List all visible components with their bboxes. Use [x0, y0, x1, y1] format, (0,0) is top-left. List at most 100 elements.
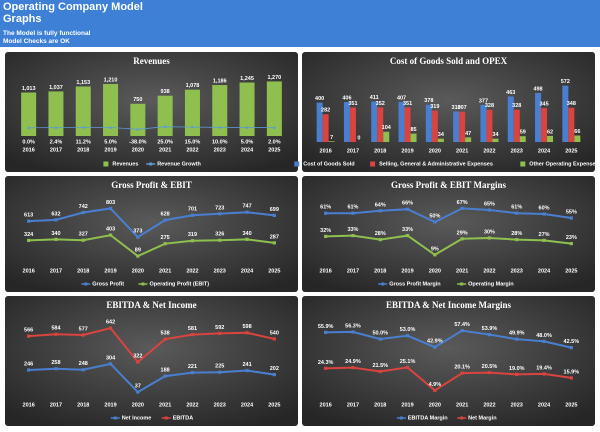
- data-label: 28%: [511, 231, 522, 237]
- data-label: 23%: [566, 235, 577, 241]
- data-label: 34: [438, 132, 445, 138]
- marker: [218, 212, 222, 216]
- x-tick-label: 2022: [186, 402, 198, 408]
- marker: [272, 373, 276, 377]
- legend-label: Revenue Growth: [157, 161, 201, 167]
- data-label: 104: [382, 125, 392, 131]
- bar: [239, 82, 255, 136]
- bar: [513, 109, 520, 142]
- data-label: 62: [547, 129, 553, 135]
- data-label: 5.0%: [104, 139, 117, 145]
- bar: [562, 85, 569, 142]
- marker: [81, 368, 85, 372]
- data-label: 24.9%: [345, 359, 361, 365]
- marker: [351, 234, 355, 238]
- marker: [272, 337, 276, 341]
- x-tick-label: 2022: [483, 148, 495, 154]
- data-label: 747: [242, 204, 251, 210]
- x-tick-label: 2018: [374, 268, 386, 274]
- marker: [433, 388, 437, 393]
- marker: [351, 330, 355, 334]
- legend-swatch: [520, 161, 526, 167]
- data-label: 340: [51, 231, 60, 237]
- data-label: 411: [370, 95, 379, 101]
- legend-swatch: [164, 416, 168, 420]
- x-tick-label: 2022: [186, 268, 198, 274]
- data-label: 400: [315, 96, 324, 102]
- marker: [27, 368, 31, 372]
- legend-swatch: [84, 282, 88, 286]
- x-tick-label: 2021: [159, 402, 171, 408]
- x-tick-label: 2023: [511, 148, 523, 154]
- data-label: 25.0%: [157, 139, 173, 145]
- marker: [351, 211, 355, 215]
- data-label: 324: [24, 232, 34, 238]
- data-label: 322: [133, 353, 142, 359]
- data-label: 319: [430, 104, 439, 110]
- data-label: 53.0%: [400, 327, 416, 333]
- bar: [212, 85, 228, 136]
- legend-swatch: [460, 416, 464, 420]
- x-tick-label: 2024: [241, 268, 254, 274]
- data-label: 287: [270, 234, 279, 240]
- x-tick-label: 2023: [511, 402, 523, 408]
- chart-panel: [302, 176, 595, 292]
- bar: [431, 110, 438, 142]
- marker: [351, 366, 355, 370]
- marker: [460, 237, 464, 241]
- bar: [316, 102, 323, 142]
- x-tick-label: 2023: [214, 268, 226, 274]
- x-tick-label: 2016: [320, 402, 332, 408]
- marker: [569, 242, 573, 246]
- header-title: Operating Company Model Graphs: [3, 1, 143, 25]
- data-label: 66: [574, 129, 580, 135]
- marker: [27, 126, 31, 129]
- data-label: 407: [397, 95, 406, 101]
- data-label: 403: [106, 227, 115, 233]
- chart-title: Cost of Goods Sold and OPEX: [390, 56, 508, 66]
- marker: [136, 254, 140, 258]
- data-label: 85: [410, 127, 416, 133]
- bar: [459, 111, 466, 142]
- data-label: 1,270: [267, 75, 281, 81]
- data-label: 642: [106, 320, 115, 326]
- x-tick-label: 2021: [456, 148, 468, 154]
- data-label: 66%: [402, 201, 413, 207]
- data-label: 24.3%: [318, 360, 334, 366]
- data-label: 30%: [484, 229, 495, 235]
- x-tick-label: 2018: [77, 268, 89, 274]
- data-label: 61%: [320, 205, 331, 211]
- bar: [568, 107, 575, 142]
- x-tick-label: 2017: [50, 402, 62, 408]
- data-label: 540: [270, 330, 279, 336]
- x-tick-label: 2021: [456, 402, 468, 408]
- x-tick-label: 2021: [159, 268, 171, 274]
- data-label: 15.9%: [564, 369, 580, 375]
- header: Operating Company Model Graphs The Model…: [0, 0, 600, 47]
- marker: [433, 220, 437, 224]
- data-label: 304: [106, 355, 116, 361]
- x-tick-label: 2019: [104, 402, 116, 408]
- legend-swatch: [460, 282, 464, 286]
- marker: [218, 331, 222, 336]
- data-label: 1,186: [213, 78, 227, 84]
- marker: [272, 213, 276, 217]
- line-series: [28, 362, 275, 394]
- data-label: 699: [270, 207, 279, 213]
- line-series: [325, 234, 572, 256]
- legend-label: Cost of Goods Sold: [303, 161, 354, 167]
- legend-label: EBITDA Margin: [408, 415, 448, 421]
- marker: [136, 235, 140, 239]
- data-label: 566: [24, 328, 33, 334]
- data-label: 538: [161, 331, 170, 337]
- x-tick-label: 2016: [23, 268, 35, 274]
- marker: [163, 125, 167, 128]
- marker: [245, 125, 249, 129]
- marker: [542, 339, 546, 343]
- marker: [190, 371, 195, 375]
- data-label: 225: [215, 364, 224, 370]
- marker: [487, 371, 492, 375]
- marker: [487, 236, 492, 240]
- marker: [218, 370, 222, 374]
